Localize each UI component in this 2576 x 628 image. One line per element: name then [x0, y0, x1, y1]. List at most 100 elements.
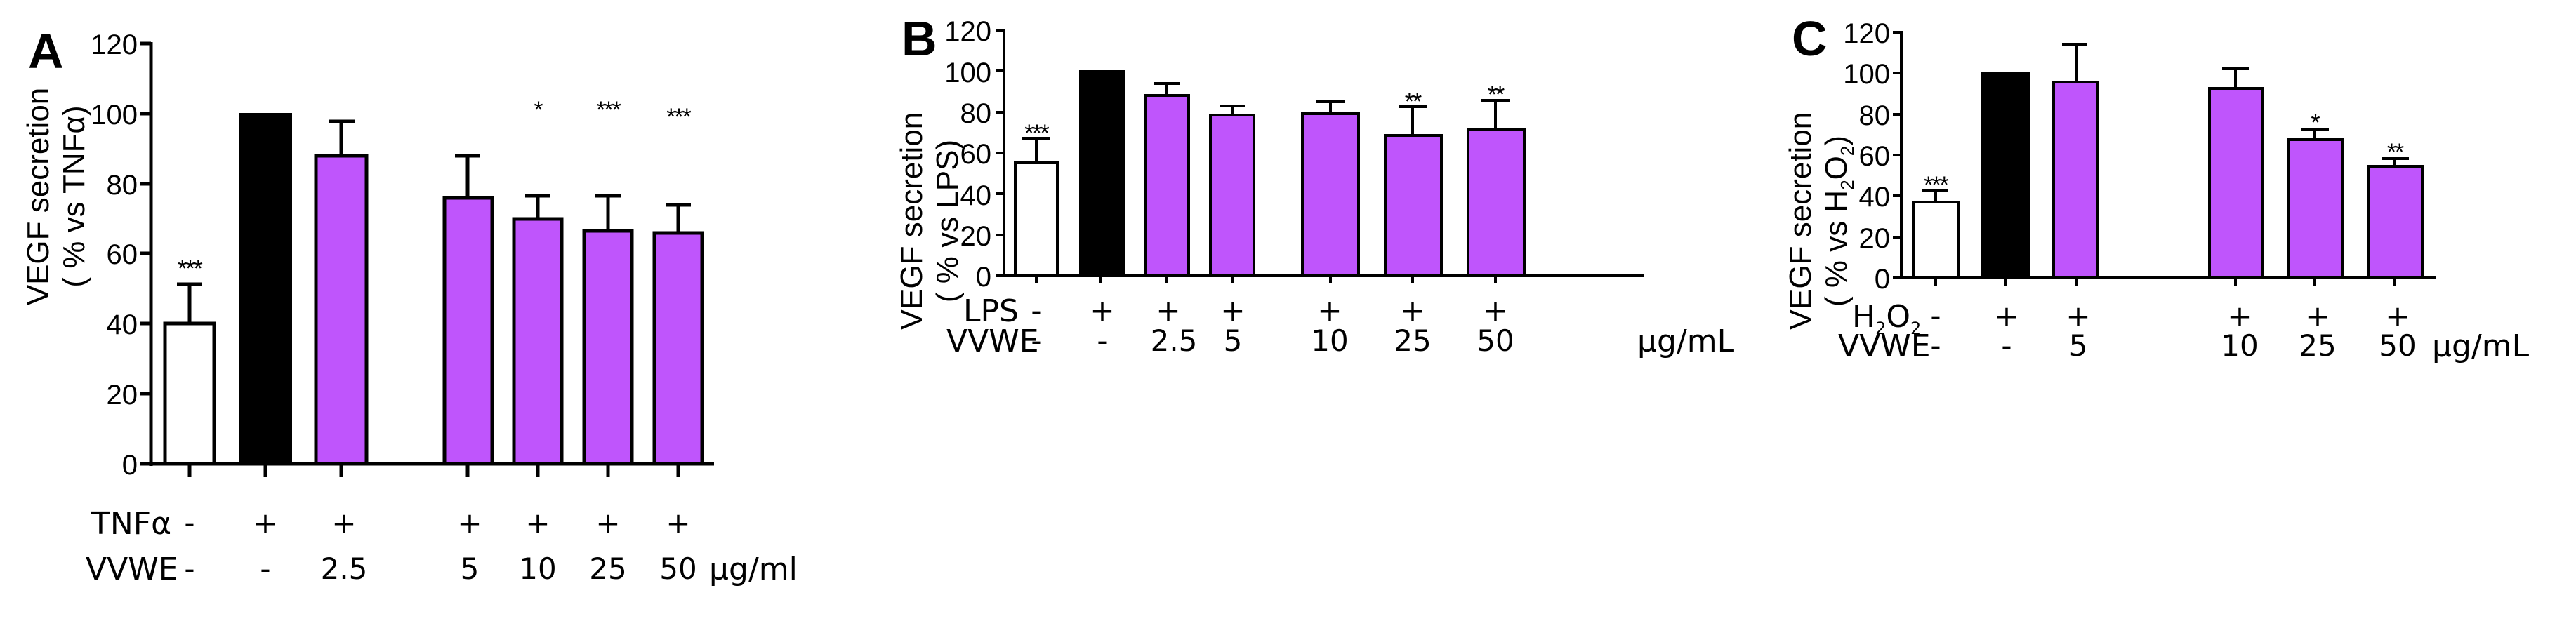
bar-vvwe-5: [1209, 114, 1255, 277]
panel-label: C: [1792, 11, 1828, 66]
y-tick: 20: [1858, 223, 1891, 254]
y-tick: 120: [91, 29, 138, 60]
row-label-extract: VVWE: [86, 552, 178, 587]
extract-cell: -: [1930, 328, 1941, 363]
bar-vvwe-50: [2367, 165, 2424, 279]
y-tick: 60: [106, 239, 138, 270]
extract-cell: 25: [1394, 323, 1432, 358]
stimulus-cell: +: [1090, 293, 1115, 328]
significance-marker: ***: [666, 104, 692, 131]
unit-label: μg/ml: [709, 552, 798, 587]
y-tick: 100: [944, 58, 991, 88]
panel-a: A VEGF secretion ( % vs TNFα) 120 100 80…: [0, 0, 857, 628]
row-label-stimulus: TNFα: [91, 506, 172, 542]
unit-label: μg/mL: [2432, 328, 2530, 364]
y-tick: 100: [91, 100, 138, 131]
significance-marker: *: [534, 97, 543, 123]
stimulus-cell: +: [1483, 293, 1508, 328]
extract-cell: 10: [1311, 323, 1349, 358]
y-tick: 40: [106, 309, 138, 340]
panel-label: A: [28, 24, 64, 79]
bar-vvwe-2.5: [1144, 94, 1190, 277]
extract-cell: 50: [659, 552, 697, 586]
y-tick: 120: [1843, 18, 1890, 49]
stimulus-cell: +: [253, 506, 278, 540]
bar-vvwe-50: [1467, 128, 1526, 277]
bar-vvwe-25: [582, 229, 634, 466]
extract-cell: 10: [2221, 328, 2259, 363]
extract-cell: 5: [460, 552, 480, 586]
extract-cell: 5: [1223, 323, 1243, 358]
bar-control: [163, 321, 216, 466]
unit-label: μg/mL: [1637, 323, 1735, 359]
plot-area: [1893, 31, 2436, 286]
y-tick: 0: [121, 450, 138, 481]
extract-cell: -: [2001, 328, 2012, 363]
significance-marker: ***: [178, 255, 203, 282]
bar-vvwe-10: [512, 217, 564, 466]
significance-marker: ***: [1024, 120, 1050, 147]
stimulus-cell: +: [1400, 293, 1425, 328]
bar-stimulus: [1981, 72, 2030, 279]
stimulus-cell: -: [1031, 293, 1042, 328]
stimulus-cell: +: [1220, 293, 1246, 328]
row-label-stimulus: H2O2: [1852, 299, 1922, 338]
stimulus-cell: +: [1156, 293, 1181, 328]
row-label-extract: VVWE: [1838, 328, 1931, 364]
bar-vvwe-50: [652, 231, 704, 466]
significance-marker: **: [1487, 81, 1505, 108]
extract-cell: 50: [2379, 328, 2417, 363]
significance-marker: *: [2311, 109, 2320, 136]
stimulus-cell: +: [525, 506, 550, 540]
y-tick: 40: [960, 180, 992, 211]
y-tick: 0: [975, 262, 991, 293]
bar-stimulus: [239, 113, 292, 465]
y-tick: 60: [960, 139, 992, 170]
panel-label: B: [901, 11, 937, 66]
extract-cell: 2.5: [320, 552, 368, 586]
extract-cell: 5: [2068, 328, 2088, 363]
panel-c: C VEGF secretion ( % vs H2O2) 120 100 80…: [1755, 0, 2576, 628]
extract-cell: 25: [589, 552, 627, 586]
stimulus-cell: +: [2385, 299, 2410, 333]
stimulus-cell: +: [457, 506, 482, 540]
stimulus-cell: +: [595, 506, 621, 540]
y-tick: 0: [1874, 264, 1890, 295]
y-tick: 120: [944, 16, 991, 47]
stimulus-cell: -: [184, 506, 195, 540]
y-tick: 20: [106, 380, 138, 410]
y-tick: 80: [960, 98, 992, 129]
bar-control: [1014, 161, 1059, 277]
y-tick: 100: [1843, 59, 1890, 90]
significance-marker: ***: [596, 97, 621, 123]
extract-cell: -: [1031, 323, 1042, 358]
stimulus-cell: +: [2066, 299, 2091, 333]
y-tick: 80: [106, 170, 138, 201]
y-tick: 20: [960, 221, 992, 252]
bar-control: [1912, 201, 1960, 279]
bar-vvwe-5: [2052, 81, 2099, 279]
extract-cell: 25: [2299, 328, 2337, 363]
bar-stimulus: [1079, 70, 1125, 276]
y-tick: 80: [1858, 100, 1891, 131]
extract-cell: 2.5: [1150, 323, 1198, 358]
stimulus-cell: +: [1317, 293, 1342, 328]
extract-cell: -: [1097, 323, 1108, 358]
panel-b: B VEGF secretion ( % vs LPS) 120 100 80 …: [878, 0, 1755, 628]
plot-area: [996, 29, 1644, 283]
bar-vvwe-5: [442, 196, 494, 466]
stimulus-cell: +: [2305, 299, 2330, 333]
y-tick: 60: [1858, 141, 1891, 172]
y-tick: 40: [1858, 182, 1891, 213]
extract-cell: -: [184, 552, 195, 586]
bar-vvwe-10: [2208, 87, 2264, 279]
bar-vvwe-25: [2287, 138, 2344, 279]
extract-cell: 10: [519, 552, 557, 586]
significance-marker: **: [2386, 139, 2404, 166]
extract-cell: 50: [1477, 323, 1514, 358]
stimulus-cell: -: [1930, 299, 1941, 333]
stimulus-cell: +: [1994, 299, 2019, 333]
bar-vvwe-2.5: [314, 154, 369, 466]
stimulus-cell: +: [666, 506, 691, 540]
row-label-stimulus: LPS: [963, 293, 1019, 329]
